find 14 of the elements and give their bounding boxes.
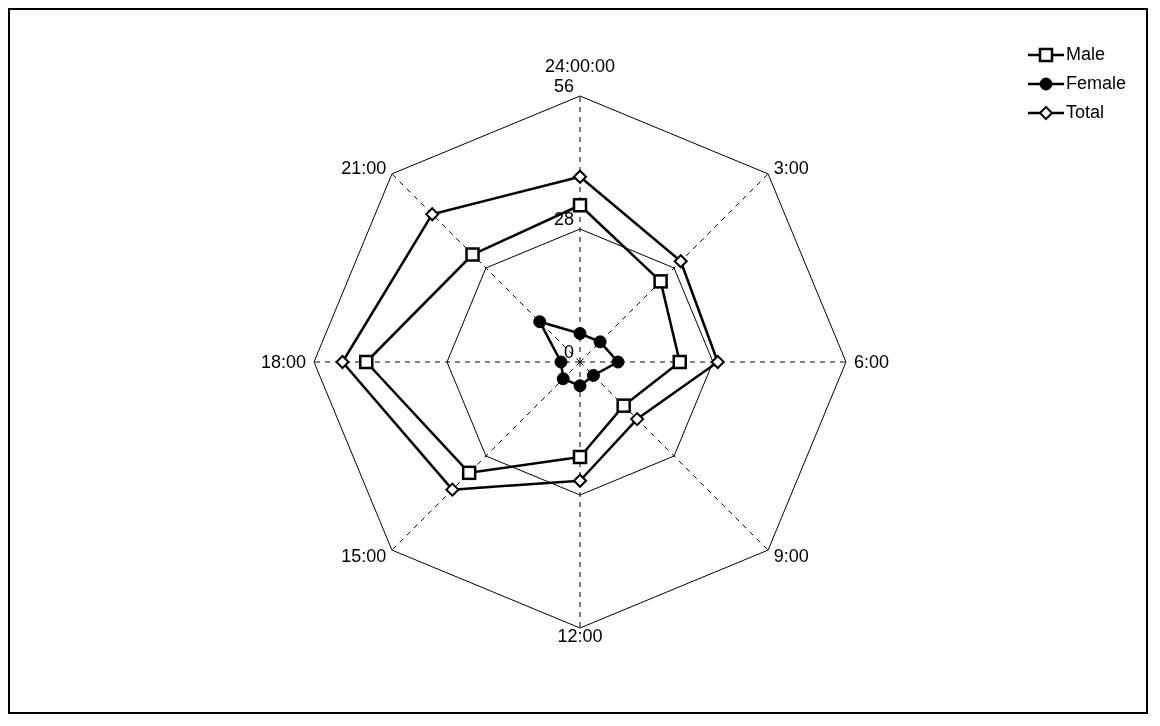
- spoke-label: 15:00: [341, 545, 387, 566]
- y-tick-label: 28: [553, 209, 574, 229]
- spoke-label: 3:00: [773, 158, 809, 179]
- spoke-label: 6:00: [854, 352, 890, 372]
- legend-label: Female: [1065, 73, 1126, 94]
- spoke-label: 21:00: [341, 158, 387, 179]
- y-tick-label: 0: [563, 342, 574, 362]
- spoke-label: 9:00: [773, 545, 809, 566]
- spoke-label: 12:00: [557, 626, 603, 646]
- legend-label: Total: [1065, 102, 1104, 123]
- legend-label: Male: [1065, 44, 1105, 65]
- y-tick-label: 56: [553, 76, 574, 96]
- spoke-label: 24:00:00: [544, 56, 616, 76]
- spoke-label: 18:00: [260, 352, 306, 372]
